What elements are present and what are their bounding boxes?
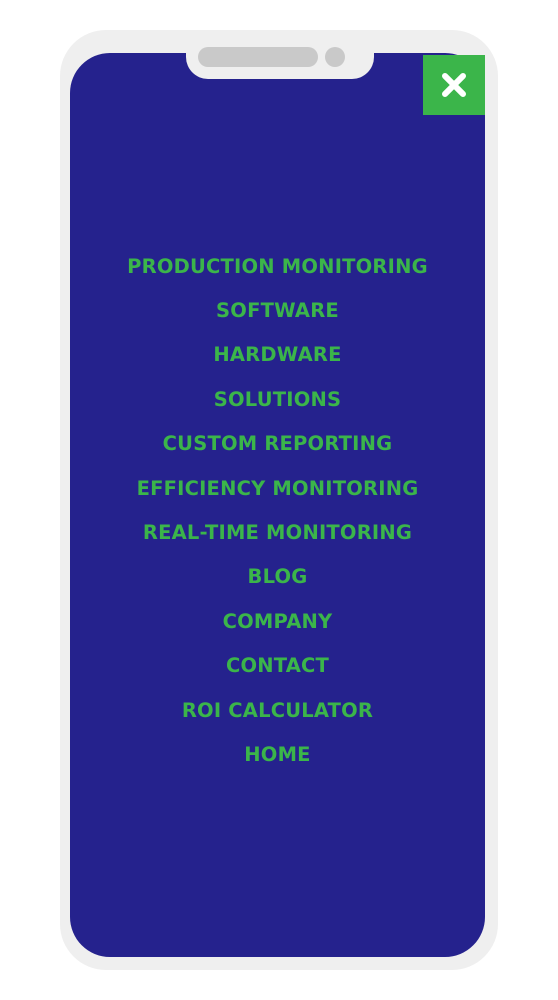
- menu-link-software[interactable]: SOFTWARE: [216, 299, 339, 323]
- menu-link-hardware[interactable]: HARDWARE: [213, 343, 342, 367]
- menu-link-roi-calculator[interactable]: ROI CALCULATOR: [181, 698, 374, 722]
- menu-item-blog: BLOG: [70, 555, 485, 599]
- menu-link-custom-reporting[interactable]: CUSTOM REPORTING: [162, 432, 393, 456]
- menu-item-home: HOME: [70, 732, 485, 776]
- menu-link-efficiency-monitoring[interactable]: EFFICIENCY MONITORING: [136, 476, 419, 500]
- menu-item-company: COMPANY: [70, 599, 485, 643]
- close-menu-button[interactable]: [423, 55, 485, 115]
- menu-item-software: SOFTWARE: [70, 288, 485, 332]
- speaker-grille: [198, 47, 318, 67]
- front-camera: [325, 47, 345, 67]
- close-icon: [441, 72, 467, 98]
- menu-item-hardware: HARDWARE: [70, 333, 485, 377]
- menu-item-efficiency-monitoring: EFFICIENCY MONITORING: [70, 466, 485, 510]
- navigation-menu: PRODUCTION MONITORING SOFTWARE HARDWARE …: [70, 244, 485, 777]
- menu-item-solutions: SOLUTIONS: [70, 377, 485, 421]
- menu-link-solutions[interactable]: SOLUTIONS: [213, 387, 342, 411]
- menu-item-roi-calculator: ROI CALCULATOR: [70, 688, 485, 732]
- menu-link-real-time-monitoring[interactable]: REAL-TIME MONITORING: [142, 521, 413, 545]
- menu-link-production-monitoring[interactable]: PRODUCTION MONITORING: [127, 254, 428, 278]
- menu-item-custom-reporting: CUSTOM REPORTING: [70, 422, 485, 466]
- menu-link-blog[interactable]: BLOG: [247, 565, 308, 589]
- menu-item-real-time-monitoring: REAL-TIME MONITORING: [70, 510, 485, 554]
- menu-link-home[interactable]: HOME: [244, 742, 311, 766]
- menu-link-contact[interactable]: CONTACT: [225, 654, 330, 678]
- menu-item-contact: CONTACT: [70, 644, 485, 688]
- menu-item-production-monitoring: PRODUCTION MONITORING: [70, 244, 485, 288]
- phone-screen: [70, 53, 485, 957]
- menu-link-company[interactable]: COMPANY: [222, 609, 333, 633]
